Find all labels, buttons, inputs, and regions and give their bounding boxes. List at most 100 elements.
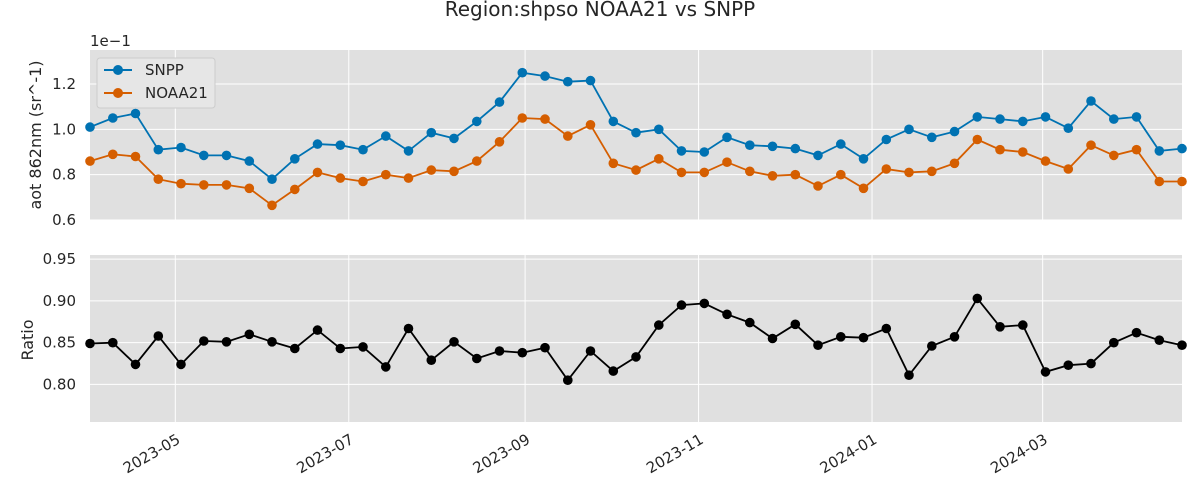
bottom-series-0-point-22 <box>585 346 596 356</box>
top-series-1-point-37 <box>927 166 937 177</box>
top-series-1-point-14 <box>403 173 414 183</box>
bottom-series-0-point-7 <box>244 329 255 340</box>
bottom-series-0-point-18 <box>494 346 505 356</box>
top-series-1-point-30 <box>767 171 778 181</box>
top-series-0-point-9 <box>290 154 300 164</box>
top-y-tick-labels: 0.6 0.8 1.0 1.2 <box>52 75 76 229</box>
top-series-0-point-47 <box>1154 146 1165 156</box>
top-y-axis-label: aot 862nm (sr^-1) <box>26 60 45 209</box>
bottom-series-0-point-36 <box>904 370 914 381</box>
top-series-0-point-30 <box>767 141 778 152</box>
top-series-1-point-9 <box>290 184 300 195</box>
top-series-0-point-2 <box>130 108 141 119</box>
top-series-0-point-22 <box>585 75 596 86</box>
legend: SNPP NOAA21 <box>96 57 216 109</box>
top-series-0-point-37 <box>927 132 937 143</box>
bottom-series-0-point-34 <box>858 332 869 343</box>
legend-label-noaa21: NOAA21 <box>145 84 208 102</box>
top-offset-label: 1e−1 <box>90 32 131 50</box>
top-ytick-0: 0.6 <box>52 211 76 229</box>
top-series-1-point-36 <box>904 167 914 178</box>
top-series-1-point-42 <box>1040 156 1051 166</box>
bottom-series-0-point-37 <box>927 341 937 351</box>
bottom-series-0-point-42 <box>1040 367 1051 377</box>
top-series-1-point-40 <box>995 144 1005 155</box>
top-series-1-point-1 <box>108 149 118 160</box>
top-ytick-2: 1.0 <box>52 120 76 138</box>
legend-marker-noaa21 <box>113 88 123 98</box>
top-series-1-point-41 <box>1018 147 1028 157</box>
top-series-1-point-35 <box>881 164 892 174</box>
top-series-1-point-33 <box>836 169 846 180</box>
top-series-0-point-18 <box>494 97 505 107</box>
bottom-series-0-point-26 <box>676 300 687 310</box>
top-series-1-point-38 <box>949 158 960 169</box>
bottom-series-0-point-38 <box>949 332 960 342</box>
top-series-1-point-43 <box>1063 164 1074 174</box>
top-series-1-point-31 <box>790 169 801 180</box>
top-series-0-point-21 <box>563 76 573 87</box>
top-series-0-point-20 <box>540 71 550 81</box>
bottom-series-0-point-27 <box>699 298 710 309</box>
bottom-series-0-point-48 <box>1177 340 1187 351</box>
top-series-0-point-4 <box>176 142 186 153</box>
top-series-1-point-39 <box>972 134 983 145</box>
bottom-series-0-point-31 <box>790 319 801 330</box>
bottom-series-0-point-10 <box>312 325 323 335</box>
top-series-0-point-41 <box>1018 116 1028 127</box>
top-series-0-point-26 <box>676 146 687 156</box>
top-series-1-point-16 <box>449 166 459 177</box>
bottom-series-0-point-20 <box>540 342 550 353</box>
top-series-0-point-34 <box>858 154 869 164</box>
top-series-0-point-45 <box>1109 114 1119 124</box>
top-series-0-point-10 <box>312 139 323 149</box>
top-series-0-point-42 <box>1040 112 1051 122</box>
top-series-0-point-36 <box>904 124 914 135</box>
bottom-y-axis-label: Ratio <box>18 319 37 360</box>
top-series-1-point-4 <box>176 178 186 189</box>
bottom-series-0-point-47 <box>1154 335 1165 346</box>
chart-title: Region:shpso NOAA21 vs SNPP <box>445 0 755 21</box>
top-series-0-point-39 <box>972 112 983 122</box>
top-series-1-point-27 <box>699 167 710 178</box>
top-series-1-point-13 <box>381 169 391 180</box>
top-series-1-point-0 <box>85 156 95 166</box>
top-series-0-point-3 <box>153 144 164 155</box>
top-series-1-point-7 <box>244 183 255 194</box>
top-series-1-point-26 <box>676 167 687 178</box>
top-series-0-point-40 <box>995 114 1005 124</box>
top-series-0-point-13 <box>381 131 391 141</box>
top-series-0-point-5 <box>199 150 209 161</box>
bottom-series-0-point-13 <box>381 362 391 372</box>
bottom-series-0-point-4 <box>176 359 186 370</box>
bottom-series-0-point-21 <box>563 375 573 386</box>
top-series-layer <box>85 67 1187 211</box>
bottom-series-0-point-39 <box>972 293 983 304</box>
bottom-plot-area <box>90 255 1182 422</box>
legend-marker-snpp <box>113 65 123 75</box>
bottom-series-0-point-11 <box>335 343 346 354</box>
top-series-1-point-23 <box>608 158 619 169</box>
bottom-series-0-point-6 <box>221 337 232 347</box>
top-series-1-point-6 <box>221 180 232 190</box>
bottom-series-0-point-30 <box>767 333 778 344</box>
top-series-1-point-11 <box>335 173 346 183</box>
bottom-series-0-point-29 <box>745 317 755 328</box>
top-ytick-3: 1.2 <box>52 75 76 93</box>
bottom-series-0-point-45 <box>1109 337 1119 348</box>
top-series-0-point-6 <box>221 150 232 161</box>
top-series-0-point-15 <box>426 127 437 138</box>
bottom-ytick-0: 0.80 <box>43 375 76 393</box>
top-series-1-point-45 <box>1109 150 1119 161</box>
bottom-series-0-point-16 <box>449 337 459 347</box>
top-series-0-point-14 <box>403 146 414 156</box>
top-series-1-point-24 <box>631 165 641 175</box>
bottom-series-0-point-32 <box>813 340 823 351</box>
top-series-0-point-48 <box>1177 143 1187 154</box>
top-series-1-point-21 <box>563 131 573 141</box>
bottom-ytick-1: 0.85 <box>43 334 76 352</box>
bottom-series-0-point-15 <box>426 355 437 366</box>
bottom-series-0-point-28 <box>722 309 732 320</box>
top-series-0-point-28 <box>722 132 732 143</box>
top-series-1-point-17 <box>472 156 482 166</box>
